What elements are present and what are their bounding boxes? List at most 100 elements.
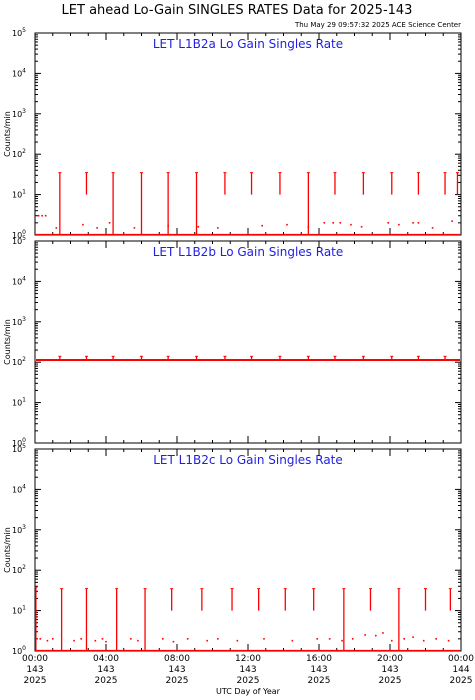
data-point — [39, 638, 42, 640]
x-axis-label: UTC Day of Year — [216, 687, 281, 696]
x-tick-label: 2025 — [450, 676, 473, 686]
data-point — [382, 632, 384, 634]
y-tick-label: 104 — [12, 483, 26, 494]
data-point — [80, 638, 82, 640]
data-point — [186, 638, 189, 640]
y-tick-label: 100 — [12, 645, 26, 656]
x-tick-label: 144 — [452, 665, 469, 675]
data-point — [37, 214, 40, 217]
y-tick-label: 101 — [12, 397, 26, 408]
data-point — [412, 222, 414, 224]
data-point — [41, 214, 43, 217]
y-tick-label: 103 — [12, 316, 26, 327]
data-point — [351, 638, 354, 640]
data-point — [341, 639, 343, 642]
data-point — [364, 634, 366, 636]
data-point — [403, 638, 405, 640]
y-tick-label: 100 — [12, 437, 26, 448]
y-tick-label: 105 — [12, 27, 26, 38]
plot-frame — [34, 448, 462, 652]
x-axis: 00:00143202504:00143202508:00143202512:0… — [22, 654, 474, 696]
x-tick-label: 143 — [310, 665, 327, 675]
y-tick-label: 102 — [12, 356, 26, 367]
chart-panel-1: LET L1B2a Lo Gain Singles Rate Counts/min… — [3, 27, 462, 240]
x-tick-label: 143 — [26, 665, 43, 675]
data-point — [73, 639, 75, 642]
y-tick-label: 101 — [12, 605, 26, 616]
x-tick-label: 2025 — [308, 676, 331, 686]
data-point — [105, 640, 107, 643]
data-point — [206, 639, 208, 642]
data-point — [162, 638, 164, 640]
x-tick-label: 00:00 — [22, 654, 48, 664]
x-tick-label: 12:00 — [235, 654, 261, 664]
panel-title: LET L1B2a Lo Gain Singles Rate — [153, 37, 343, 51]
x-tick-label: 08:00 — [164, 654, 190, 664]
panel-title: LET L1B2b Lo Gain Singles Rate — [153, 245, 344, 259]
x-tick-label: 2025 — [95, 676, 118, 686]
y-tick-label: 102 — [12, 148, 26, 159]
data-point — [130, 638, 132, 640]
data-point — [435, 638, 437, 640]
y-tick-label: 100 — [12, 229, 26, 240]
data-point — [417, 222, 420, 224]
data-point — [197, 225, 200, 228]
x-tick-label: 16:00 — [306, 654, 332, 664]
data-point — [412, 636, 414, 638]
data-point — [422, 639, 425, 642]
data-point — [375, 634, 377, 637]
data-point — [217, 227, 219, 229]
data-point — [323, 222, 326, 224]
y-tick-label: 105 — [12, 235, 26, 246]
data-point — [451, 220, 453, 222]
x-tick-label: 143 — [168, 665, 185, 675]
data-point — [44, 214, 47, 217]
x-tick-label: 2025 — [379, 676, 402, 686]
data-point — [108, 222, 111, 224]
data-point — [46, 639, 49, 642]
x-tick-label: 04:00 — [93, 654, 119, 664]
data-point — [339, 222, 342, 224]
data-point — [236, 639, 239, 642]
plot-frame — [34, 32, 462, 236]
data-point — [398, 223, 400, 226]
x-tick-label: 143 — [239, 665, 256, 675]
x-tick-label: 143 — [97, 665, 114, 675]
panels: LET L1B2a Lo Gain Singles Rate Counts/min… — [3, 27, 462, 656]
data-point — [447, 639, 450, 642]
panel-title: LET L1B2c Lo Gain Singles Rate — [153, 453, 343, 467]
x-tick-label: 20:00 — [377, 654, 403, 664]
data-point — [137, 639, 139, 642]
data-point — [217, 638, 219, 640]
data-point — [286, 223, 288, 226]
x-tick-label: 2025 — [237, 676, 260, 686]
data-point — [332, 222, 334, 224]
main-title: LET ahead Lo-Gain SINGLES RATES Data for… — [62, 3, 413, 18]
y-tick-label: 102 — [12, 564, 26, 575]
y-tick-label: 104 — [12, 67, 26, 78]
data-point — [172, 640, 175, 643]
x-tick-label: 00:00 — [448, 654, 474, 664]
data-point — [350, 223, 352, 226]
y-tick-label: 104 — [12, 275, 26, 286]
y-tick-label: 101 — [12, 189, 26, 200]
x-tick-label: 2025 — [166, 676, 189, 686]
data-point — [96, 227, 98, 229]
data-point — [51, 638, 54, 640]
data-point — [133, 227, 136, 229]
data-point — [431, 227, 434, 229]
y-axis-label: Counts/min — [3, 111, 12, 157]
data-point — [387, 222, 390, 224]
generation-timestamp: Thu May 29 09:57:32 2025 ACE Science Cen… — [294, 21, 461, 29]
data-point — [94, 639, 97, 642]
data-point — [328, 638, 331, 640]
y-tick-label: 105 — [12, 443, 26, 454]
y-axis-label: Counts/min — [3, 319, 12, 365]
data-point — [101, 638, 104, 640]
data-point — [263, 638, 265, 640]
data-point — [360, 225, 363, 228]
y-tick-label: 103 — [12, 524, 26, 535]
chart-panel-2: LET L1B2b Lo Gain Singles Rate Counts/min… — [3, 235, 462, 448]
data-point — [291, 639, 294, 642]
